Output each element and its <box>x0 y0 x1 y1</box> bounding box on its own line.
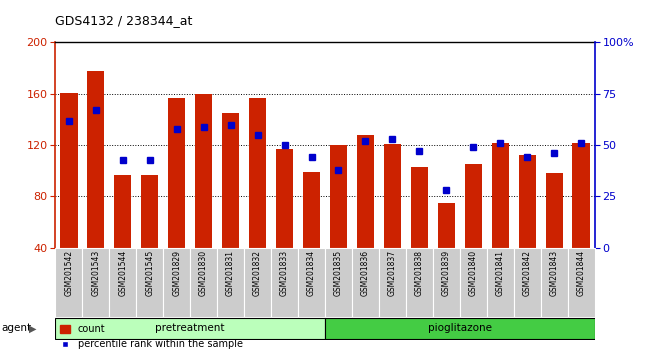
FancyBboxPatch shape <box>406 248 433 317</box>
FancyBboxPatch shape <box>136 248 163 317</box>
FancyBboxPatch shape <box>217 248 244 317</box>
Text: ▶: ▶ <box>29 323 36 333</box>
Bar <box>276 149 293 248</box>
Text: GSM201834: GSM201834 <box>307 250 316 296</box>
Text: GSM201832: GSM201832 <box>253 250 262 296</box>
Text: GSM201840: GSM201840 <box>469 250 478 296</box>
Text: GSM201542: GSM201542 <box>64 250 73 296</box>
Text: GSM201543: GSM201543 <box>91 250 100 296</box>
Legend: count, percentile rank within the sample: count, percentile rank within the sample <box>60 324 242 349</box>
FancyBboxPatch shape <box>514 248 541 317</box>
FancyBboxPatch shape <box>55 248 82 317</box>
Text: GSM201836: GSM201836 <box>361 250 370 296</box>
Text: pioglitazone: pioglitazone <box>428 323 492 333</box>
FancyBboxPatch shape <box>109 248 136 317</box>
FancyBboxPatch shape <box>379 248 406 317</box>
FancyBboxPatch shape <box>271 248 298 317</box>
Bar <box>411 167 428 248</box>
Bar <box>60 92 77 248</box>
Text: GSM201837: GSM201837 <box>388 250 397 296</box>
Bar <box>168 98 185 248</box>
Bar <box>87 71 105 248</box>
Bar <box>519 155 536 248</box>
Text: agent: agent <box>1 323 31 333</box>
Text: GSM201829: GSM201829 <box>172 250 181 296</box>
Bar <box>573 143 590 248</box>
FancyBboxPatch shape <box>83 248 109 317</box>
Text: GSM201838: GSM201838 <box>415 250 424 296</box>
FancyBboxPatch shape <box>163 248 190 317</box>
FancyBboxPatch shape <box>352 248 379 317</box>
Text: GSM201830: GSM201830 <box>199 250 208 296</box>
Text: GSM201841: GSM201841 <box>496 250 505 296</box>
FancyBboxPatch shape <box>568 248 595 317</box>
Text: GSM201844: GSM201844 <box>577 250 586 296</box>
FancyBboxPatch shape <box>541 248 567 317</box>
FancyBboxPatch shape <box>433 248 460 317</box>
Bar <box>384 144 401 248</box>
Bar <box>114 175 131 248</box>
FancyBboxPatch shape <box>190 248 217 317</box>
Bar <box>222 113 239 248</box>
FancyBboxPatch shape <box>325 248 352 317</box>
FancyBboxPatch shape <box>244 248 271 317</box>
Bar <box>249 98 266 248</box>
Text: GSM201544: GSM201544 <box>118 250 127 296</box>
Bar <box>195 94 213 248</box>
Text: pretreatment: pretreatment <box>155 323 225 333</box>
Text: GSM201842: GSM201842 <box>523 250 532 296</box>
Bar <box>330 145 347 248</box>
FancyBboxPatch shape <box>325 318 595 339</box>
Bar <box>545 173 563 248</box>
Text: GSM201843: GSM201843 <box>550 250 559 296</box>
FancyBboxPatch shape <box>460 248 487 317</box>
Text: GSM201839: GSM201839 <box>442 250 451 296</box>
Bar <box>303 172 320 248</box>
Text: GSM201833: GSM201833 <box>280 250 289 296</box>
Bar <box>437 203 455 248</box>
FancyBboxPatch shape <box>487 248 514 317</box>
Bar <box>141 175 159 248</box>
Bar <box>357 135 374 248</box>
Bar <box>491 143 509 248</box>
Text: GSM201545: GSM201545 <box>145 250 154 296</box>
Text: GSM201835: GSM201835 <box>334 250 343 296</box>
Bar <box>465 164 482 248</box>
Text: GDS4132 / 238344_at: GDS4132 / 238344_at <box>55 14 192 27</box>
FancyBboxPatch shape <box>298 248 325 317</box>
FancyBboxPatch shape <box>55 318 325 339</box>
Text: GSM201831: GSM201831 <box>226 250 235 296</box>
